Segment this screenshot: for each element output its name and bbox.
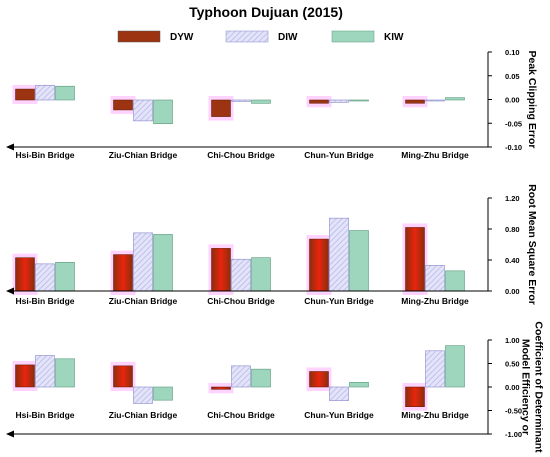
category-label-chun-yun-bridge-1: Chun-Yun Bridge — [304, 150, 374, 160]
y-tick-label-1-1: 0.05 — [505, 72, 520, 81]
legend-label-dyw: DYW — [170, 32, 194, 43]
bar-diw-ziu-chian-bridge — [133, 99, 153, 122]
bar-diw-hsi-bin-bridge — [35, 84, 55, 101]
bar-diw-chi-chou-bridge — [231, 258, 251, 292]
y-tick-label-1-0: 0.10 — [505, 48, 520, 57]
bar-kiw-ming-zhu-bridge — [445, 345, 465, 388]
bar-diw-chi-chou-bridge — [231, 99, 251, 102]
category-axis-arrow-1 — [6, 143, 14, 151]
chart-title: Typhoon Dujuan (2015) — [189, 4, 343, 20]
legend-label-diw: DIW — [278, 32, 298, 43]
bar-dyw-ming-zhu-bridge — [405, 227, 425, 292]
category-axis-arrow-3 — [6, 430, 14, 438]
y-tick-label-3-3: -0.50 — [505, 407, 522, 416]
y-tick-label-3-4: -1.00 — [505, 430, 522, 439]
category-label-ziu-chian-bridge-2: Ziu-Chian Bridge — [109, 296, 178, 306]
y-tick-label-1-3: -0.05 — [505, 119, 522, 128]
y-tick-label-3-1: 0.50 — [505, 360, 520, 369]
bar-dyw-ziu-chian-bridge — [113, 365, 133, 388]
category-label-chun-yun-bridge-3: Chun-Yun Bridge — [304, 410, 374, 420]
bar-diw-ziu-chian-bridge — [133, 386, 153, 404]
bar-diw-ming-zhu-bridge — [425, 265, 445, 292]
category-label-hsi-bin-bridge-2: Hsi-Bin Bridge — [15, 296, 74, 306]
y-tick-label-1-4: -0.10 — [505, 143, 522, 152]
y-axis-label-3-line-1: Model Efficiency or — [520, 339, 532, 435]
bar-kiw-chi-chou-bridge — [251, 99, 271, 104]
bar-diw-chun-yun-bridge — [329, 386, 349, 401]
bar-dyw-ziu-chian-bridge — [113, 254, 133, 292]
panel-2: 1.20 0.80 0.40 0.00 Hsi-Bin Bridge Ziu-Chian … — [6, 184, 538, 306]
y-tick-label-3-0: 1.00 — [505, 336, 520, 345]
category-label-ziu-chian-bridge-1: Ziu-Chian Bridge — [109, 150, 178, 160]
panel-1: 0.10 0.05 0.00 -0.05 -0.10 Hsi-Bin Bridge Ziu-… — [6, 48, 538, 160]
bar-diw-hsi-bin-bridge — [35, 355, 55, 388]
y-axis-label-2: Root Mean Square Error — [526, 184, 538, 305]
bar-diw-chun-yun-bridge — [329, 99, 349, 103]
bar-diw-chun-yun-bridge — [329, 217, 349, 292]
category-label-ming-zhu-bridge-2: Ming-Zhu Bridge — [401, 296, 469, 306]
bar-dyw-hsi-bin-bridge — [15, 364, 35, 388]
bar-dyw-chi-chou-bridge — [211, 99, 231, 117]
y-tick-label-2-2: 0.40 — [505, 256, 520, 265]
bar-diw-ziu-chian-bridge — [133, 232, 153, 292]
bar-kiw-ziu-chian-bridge — [153, 386, 173, 401]
bar-kiw-hsi-bin-bridge — [55, 85, 75, 101]
bar-dyw-ziu-chian-bridge — [113, 99, 133, 111]
legend: DYW DIW KIW — [117, 30, 404, 43]
bar-kiw-chi-chou-bridge — [251, 368, 271, 388]
category-label-chi-chou-bridge-2: Chi-Chou Bridge — [207, 296, 275, 306]
bar-diw-chi-chou-bridge — [231, 365, 251, 388]
bar-dyw-chun-yun-bridge — [309, 99, 329, 104]
category-label-ziu-chian-bridge-3: Ziu-Chian Bridge — [109, 410, 178, 420]
bar-dyw-chi-chou-bridge — [211, 248, 231, 292]
bar-dyw-hsi-bin-bridge — [15, 88, 35, 101]
bar-diw-ming-zhu-bridge — [425, 350, 445, 388]
chart-panels: 0.10 0.05 0.00 -0.05 -0.10 Hsi-Bin Bridge Ziu-… — [6, 48, 545, 453]
legend-swatch-dyw — [117, 30, 161, 43]
bar-kiw-chi-chou-bridge — [251, 257, 271, 292]
category-label-chi-chou-bridge-1: Chi-Chou Bridge — [207, 150, 275, 160]
y-tick-label-2-1: 0.80 — [505, 225, 520, 234]
bar-kiw-hsi-bin-bridge — [55, 262, 75, 292]
bar-kiw-chun-yun-bridge — [349, 230, 369, 292]
bar-kiw-ziu-chian-bridge — [153, 99, 173, 125]
category-label-hsi-bin-bridge-1: Hsi-Bin Bridge — [15, 150, 74, 160]
category-axis-arrow-2 — [6, 287, 14, 295]
legend-swatch-diw — [225, 30, 269, 43]
legend-label-kiw: KIW — [384, 32, 404, 43]
y-axis-label-1: Peak Clipping Error — [526, 50, 538, 148]
y-tick-label-1-2: 0.00 — [505, 96, 520, 105]
bar-diw-ming-zhu-bridge — [425, 99, 445, 102]
category-label-chi-chou-bridge-3: Chi-Chou Bridge — [207, 410, 275, 420]
bar-dyw-ming-zhu-bridge — [405, 99, 425, 104]
bar-kiw-ming-zhu-bridge — [445, 270, 465, 292]
legend-swatch-kiw — [331, 30, 375, 43]
category-label-hsi-bin-bridge-3: Hsi-Bin Bridge — [15, 410, 74, 420]
bar-kiw-hsi-bin-bridge — [55, 358, 75, 388]
y-tick-label-2-3: 0.00 — [505, 287, 520, 296]
category-label-chun-yun-bridge-2: Chun-Yun Bridge — [304, 296, 374, 306]
bar-kiw-chun-yun-bridge — [349, 381, 369, 388]
y-tick-label-3-2: 0.00 — [505, 383, 520, 392]
bar-dyw-chun-yun-bridge — [309, 371, 329, 388]
y-tick-label-2-0: 1.20 — [505, 194, 520, 203]
y-axis-label-3-line-2: Coefficient of Determinant — [533, 321, 545, 453]
bar-diw-hsi-bin-bridge — [35, 263, 55, 292]
category-label-ming-zhu-bridge-3: Ming-Zhu Bridge — [401, 410, 469, 420]
bar-kiw-chun-yun-bridge — [349, 99, 369, 102]
bar-dyw-ming-zhu-bridge — [405, 386, 425, 407]
panel-3: 1.00 0.50 0.00 -0.50 -1.00 Hsi-Bin Bridge Ziu-… — [6, 321, 545, 453]
bar-dyw-hsi-bin-bridge — [15, 257, 35, 292]
bar-dyw-chi-chou-bridge — [211, 386, 231, 390]
bar-dyw-chun-yun-bridge — [309, 238, 329, 292]
bar-kiw-ming-zhu-bridge — [445, 97, 465, 101]
bar-kiw-ziu-chian-bridge — [153, 234, 173, 292]
category-label-ming-zhu-bridge-1: Ming-Zhu Bridge — [401, 150, 469, 160]
